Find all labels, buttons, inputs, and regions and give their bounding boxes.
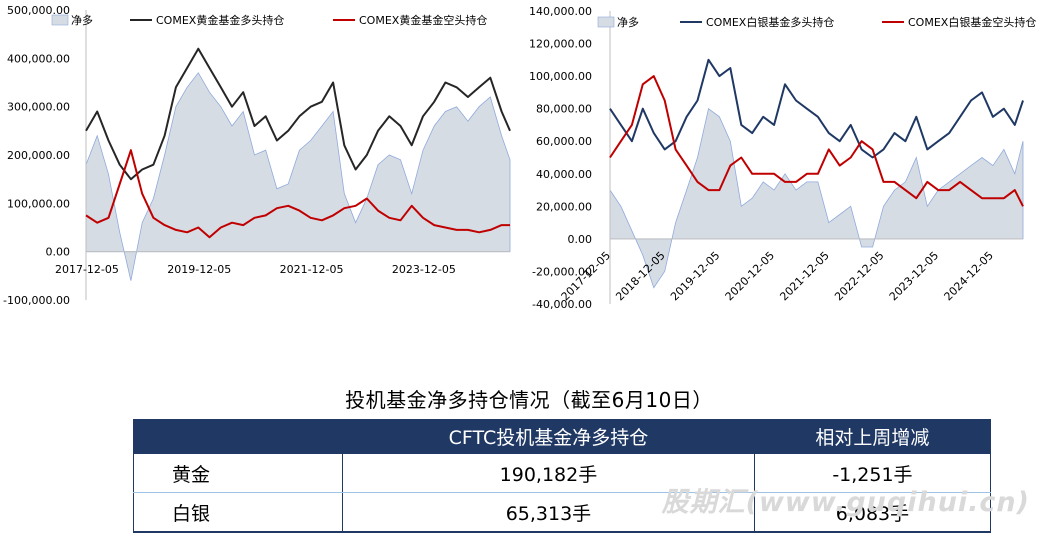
legend-swatch-net	[597, 16, 615, 28]
silver-positions-chart: 140,000.00 120,000.00 100,000.00 80,000.00 6…	[529, 5, 1036, 311]
positions-table: CFTC投机基金净多持仓 相对上周增减 黄金 190,182手 -1,251手 …	[133, 419, 992, 533]
short-position-line	[85, 149, 510, 239]
y-tick-label: 200,000.00	[7, 149, 70, 162]
legend-label-long: COMEX黄金基金多头持仓	[156, 13, 284, 27]
table-row: 白银 65,313手 6,083手	[133, 492, 992, 533]
x-tick-label: 2023-12-05	[887, 249, 941, 303]
x-tick-label: 2019-12-05	[668, 249, 722, 303]
legend-label-long: COMEX白银基金多头持仓	[706, 15, 834, 29]
y-tick-label: 140,000.00	[529, 5, 592, 18]
x-tick-label: 2020-12-05	[723, 249, 777, 303]
table-title: 投机基金净多持仓情况（截至6月10日）	[345, 388, 713, 412]
y-tick-label: 0.00	[46, 246, 71, 259]
x-tick-label: 2023-12-05	[392, 263, 456, 276]
long-position-line	[85, 47, 511, 181]
short-position-line	[609, 75, 1024, 207]
table-row: 黄金 190,182手 -1,251手	[133, 453, 992, 493]
y-tick-label: 40,000.00	[536, 168, 592, 181]
row-net-silver: 65,313手	[342, 492, 755, 533]
y-tick-label: 100,000.00	[7, 197, 70, 210]
gold-positions-chart: 500,000.00 400,000.00 300,000.00 200,000.00…	[3, 4, 511, 307]
row-change-silver: 6,083手	[753, 492, 992, 533]
x-tick-label: 2022-12-05	[832, 249, 886, 303]
legend-label-net: 净多	[71, 13, 93, 27]
net-long-area	[85, 72, 511, 281]
legend-label-net: 净多	[617, 15, 639, 29]
y-tick-label: -100,000.00	[3, 294, 70, 307]
watermark-text: 股期汇(www.guqihui.cn)	[661, 487, 1030, 518]
net-long-area	[609, 108, 1024, 289]
long-position-line	[609, 58, 1024, 159]
x-tick-label: 2021-12-05	[777, 249, 831, 303]
legend-label-short: COMEX白银基金空头持仓	[908, 15, 1036, 29]
y-tick-label: 60,000.00	[536, 135, 592, 148]
y-tick-label: -20,000.00	[532, 265, 592, 278]
header-blank	[133, 419, 343, 454]
y-tick-label: 0.00	[568, 233, 593, 246]
x-tick-label: 2024-12-05	[942, 249, 996, 303]
x-tick-label: 2017-12-05	[55, 263, 119, 276]
x-tick-label: 2021-12-05	[280, 263, 344, 276]
y-tick-label: 400,000.00	[7, 52, 70, 65]
y-tick-label: 500,000.00	[7, 4, 70, 17]
y-tick-label: 80,000.00	[536, 103, 592, 116]
y-tick-label: 300,000.00	[7, 101, 70, 114]
x-tick-label: 2019-12-05	[167, 263, 231, 276]
y-tick-label: 20,000.00	[536, 200, 592, 213]
row-change-gold: -1,251手	[753, 453, 992, 493]
header-weekly-change: 相对上周增减	[753, 419, 992, 454]
header-net-long: CFTC投机基金净多持仓	[342, 419, 755, 454]
y-tick-label: -40,000.00	[532, 298, 592, 311]
row-name-silver: 白银	[133, 492, 343, 533]
row-name-gold: 黄金	[133, 453, 343, 493]
table-header-row: CFTC投机基金净多持仓 相对上周增减	[133, 419, 992, 454]
legend-swatch-net	[51, 14, 69, 26]
y-tick-label: 120,000.00	[529, 38, 592, 51]
y-tick-label: 100,000.00	[529, 70, 592, 83]
row-net-gold: 190,182手	[342, 453, 755, 493]
legend-label-short: COMEX黄金基金空头持仓	[359, 13, 487, 27]
